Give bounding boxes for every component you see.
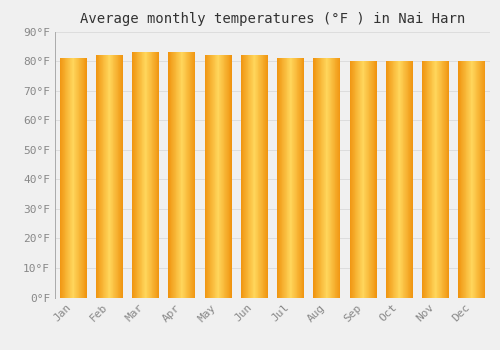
Title: Average monthly temperatures (°F ) in Nai Harn: Average monthly temperatures (°F ) in Na… [80, 12, 465, 26]
